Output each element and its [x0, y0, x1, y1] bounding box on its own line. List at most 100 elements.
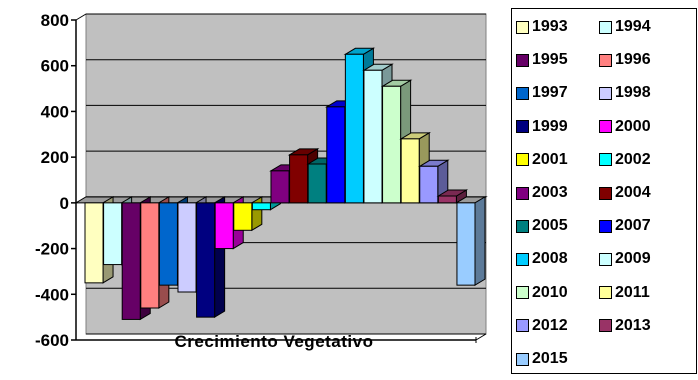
legend-item-1999: 1999	[516, 117, 568, 137]
legend-item-1996: 1996	[599, 50, 651, 70]
y-tick-label: 0	[60, 194, 69, 213]
axes	[71, 13, 487, 343]
legend-item-2004: 2004	[599, 183, 651, 203]
bar-2013	[436, 189, 469, 204]
legend-item-2000: 2000	[599, 117, 651, 137]
legend-label: 1999	[532, 117, 568, 135]
bar-front-2004	[289, 154, 309, 204]
legend-swatch	[599, 319, 612, 333]
legend-swatch	[516, 219, 529, 233]
legend-swatch	[599, 219, 612, 233]
y-tick-label: 600	[41, 57, 69, 76]
legend-label: 1994	[615, 18, 651, 35]
legend-item-2015: 2015	[516, 349, 568, 369]
bar-front-1994	[103, 202, 123, 266]
legend-item-2013: 2013	[599, 316, 651, 336]
legend-label: 2004	[615, 184, 651, 201]
legend-swatch	[516, 319, 529, 333]
legend-label: 2002	[615, 150, 651, 168]
legend-label: 2003	[532, 184, 568, 201]
legend-swatch	[599, 252, 612, 266]
legend-item-2012: 2012	[516, 316, 568, 336]
legend-item-1995: 1995	[516, 50, 568, 70]
legend-label: 2010	[532, 283, 568, 301]
legend-swatch	[599, 153, 612, 167]
legend-label: 2009	[615, 250, 651, 268]
y-tick-label: -200	[35, 240, 69, 259]
legend-item-2002: 2002	[599, 150, 651, 170]
legend-swatch	[516, 186, 529, 200]
legend-label: 2007	[615, 217, 651, 235]
bar-front-2009	[363, 69, 383, 204]
legend: 1993 1994 1995 1996 1997 1998 1999 2000 2001 2002…	[511, 8, 697, 374]
legend-item-2011: 2011	[599, 283, 650, 303]
legend-label: 1995	[532, 51, 568, 69]
legend-item-2005: 2005	[516, 216, 568, 236]
legend-swatch	[516, 352, 529, 366]
legend-swatch	[599, 20, 612, 34]
bar-front-2012	[419, 165, 439, 204]
legend-swatch	[516, 153, 529, 167]
legend-swatch	[599, 86, 612, 100]
bar-front-2005	[307, 163, 327, 204]
x-axis-label: Crecimiento Vegetativo	[174, 332, 373, 351]
legend-item-2003: 2003	[516, 183, 568, 203]
bar-front-1993	[84, 202, 104, 284]
legend-label: 2011	[615, 283, 650, 301]
legend-item-1993: 1993	[516, 17, 568, 37]
legend-label: 1997	[532, 84, 568, 102]
legend-item-2007: 2007	[599, 216, 651, 236]
legend-label: 2013	[615, 316, 651, 334]
legend-label: 2012	[532, 316, 568, 334]
bar-front-2002	[251, 202, 271, 211]
legend-label: 1998	[615, 84, 651, 102]
bar-front-1996	[140, 202, 160, 309]
bar-front-1995	[121, 202, 141, 320]
bar-front-1998	[177, 202, 197, 293]
y-tick-label: -400	[35, 285, 69, 304]
legend-label: 1996	[615, 51, 651, 69]
legend-swatch	[516, 120, 529, 134]
bars	[84, 47, 486, 321]
legend-swatch	[516, 86, 529, 100]
bar-front-1999	[196, 202, 216, 318]
bar-front-1997	[158, 202, 178, 286]
legend-swatch	[599, 53, 612, 67]
bar-front-2007	[326, 106, 346, 204]
legend-item-1998: 1998	[599, 83, 651, 103]
legend-swatch	[516, 252, 529, 266]
y-tick-label: 400	[41, 102, 69, 121]
legend-item-2009: 2009	[599, 249, 651, 269]
bar-front-2011	[400, 138, 420, 204]
legend-label: 2001	[532, 150, 568, 168]
legend-item-2010: 2010	[516, 283, 568, 303]
legend-item-1994: 1994	[599, 17, 651, 37]
bar-2015	[456, 195, 486, 287]
legend-label: 1993	[532, 18, 568, 35]
legend-item-2001: 2001	[516, 150, 568, 170]
legend-label: 2015	[532, 350, 568, 367]
bar-front-2000	[214, 202, 234, 250]
bar-front-2001	[233, 202, 253, 231]
legend-swatch	[516, 53, 529, 67]
y-tick-label: 200	[41, 148, 69, 167]
legend-swatch	[516, 286, 529, 300]
bar-front-2013	[437, 195, 457, 204]
bar-front-2010	[382, 85, 402, 204]
y-tick-label: 800	[41, 11, 69, 30]
legend-swatch	[599, 186, 612, 200]
legend-swatch	[599, 286, 612, 300]
legend-swatch	[516, 20, 529, 34]
y-tick-labels: 800 600 400 200 0 -200 -400 -600	[35, 11, 69, 350]
legend-swatch	[599, 120, 612, 134]
legend-item-2008: 2008	[516, 249, 568, 269]
legend-item-1997: 1997	[516, 83, 568, 103]
legend-label: 2005	[532, 217, 568, 235]
bar-front-2015	[456, 202, 476, 286]
legend-label: 2008	[532, 250, 568, 268]
y-tick-label: -600	[35, 331, 69, 350]
bar-front-2003	[270, 170, 290, 204]
legend-label: 2000	[615, 117, 651, 135]
bar-front-2008	[344, 53, 364, 204]
